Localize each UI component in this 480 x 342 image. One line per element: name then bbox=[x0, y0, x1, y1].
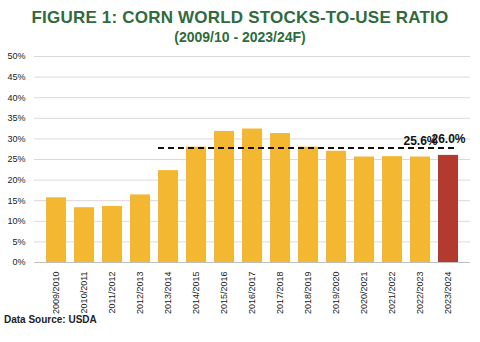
svg-text:40%: 40% bbox=[7, 93, 25, 103]
svg-text:2015/2016: 2015/2016 bbox=[219, 272, 229, 315]
svg-text:15%: 15% bbox=[7, 196, 25, 206]
svg-text:0%: 0% bbox=[12, 257, 25, 267]
svg-text:2019/2020: 2019/2020 bbox=[331, 272, 341, 315]
html-text:Data Source: USDA: Data Source: USDA bbox=[4, 314, 97, 325]
svg-text:2018/2019: 2018/2019 bbox=[303, 272, 313, 315]
svg-text:2011/2012: 2011/2012 bbox=[107, 272, 117, 314]
svg-text:45%: 45% bbox=[7, 72, 25, 82]
svg-text:2010/2011: 2010/2011 bbox=[79, 272, 89, 314]
svg-text:26.0%: 26.0% bbox=[431, 132, 465, 146]
svg-text:35%: 35% bbox=[7, 113, 25, 123]
svg-text:30%: 30% bbox=[7, 134, 25, 144]
svg-text:2012/2013: 2012/2013 bbox=[135, 272, 145, 315]
svg-text:2020/2021: 2020/2021 bbox=[359, 272, 369, 315]
svg-text:2009/2010: 2009/2010 bbox=[51, 272, 61, 315]
html-text:FIGURE 1: CORN WORLD STOCKS-TO: FIGURE 1: CORN WORLD STOCKS-TO-USE RATIO bbox=[31, 8, 449, 27]
svg-text:2013/2014: 2013/2014 bbox=[163, 272, 173, 315]
svg-text:20%: 20% bbox=[7, 175, 25, 185]
svg-text:2016/2017: 2016/2017 bbox=[247, 272, 257, 315]
svg-text:2021/2022: 2021/2022 bbox=[387, 272, 397, 315]
svg-text:2022/2023: 2022/2023 bbox=[415, 272, 425, 315]
svg-text:10%: 10% bbox=[7, 216, 25, 226]
html-text:(2009/10 - 2023/24F): (2009/10 - 2023/24F) bbox=[174, 29, 306, 45]
svg-text:25.6%: 25.6% bbox=[403, 133, 438, 148]
svg-text:5%: 5% bbox=[12, 237, 25, 247]
svg-text:2023/2024: 2023/2024 bbox=[443, 272, 453, 315]
svg-text:50%: 50% bbox=[7, 51, 25, 61]
svg-text:25%: 25% bbox=[7, 154, 25, 164]
svg-text:2014/2015: 2014/2015 bbox=[191, 272, 201, 315]
svg-text:2017/2018: 2017/2018 bbox=[275, 272, 285, 315]
